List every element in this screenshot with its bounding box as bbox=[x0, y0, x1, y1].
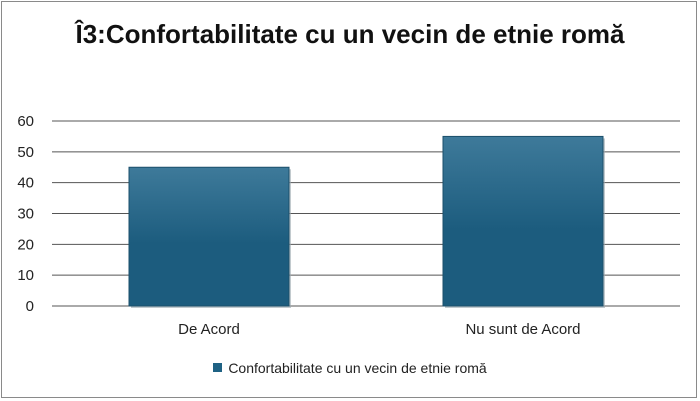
y-tick-label: 40 bbox=[17, 175, 34, 192]
legend-label: Confortabilitate cu un vecin de etnie ro… bbox=[228, 360, 487, 376]
x-category-label: De Acord bbox=[178, 321, 240, 338]
y-tick-label: 20 bbox=[17, 236, 34, 253]
y-tick-label: 10 bbox=[17, 267, 34, 284]
y-axis-ticks: 0 10 20 30 40 50 60 bbox=[17, 113, 34, 315]
legend: Confortabilitate cu un vecin de etnie ro… bbox=[0, 360, 700, 376]
chart-title: Î3:Confortabilitate cu un vecin de etnie… bbox=[75, 19, 625, 49]
y-tick-label: 50 bbox=[17, 144, 34, 161]
bar bbox=[442, 135, 604, 307]
y-tick-label: 60 bbox=[17, 113, 34, 130]
bar bbox=[128, 166, 290, 307]
y-tick-label: 30 bbox=[17, 206, 34, 223]
legend-swatch bbox=[213, 363, 223, 372]
x-axis-labels: De Acord Nu sunt de Acord bbox=[178, 321, 580, 338]
x-category-label: Nu sunt de Acord bbox=[465, 321, 580, 338]
bars bbox=[128, 135, 605, 308]
y-tick-label: 0 bbox=[26, 298, 34, 315]
